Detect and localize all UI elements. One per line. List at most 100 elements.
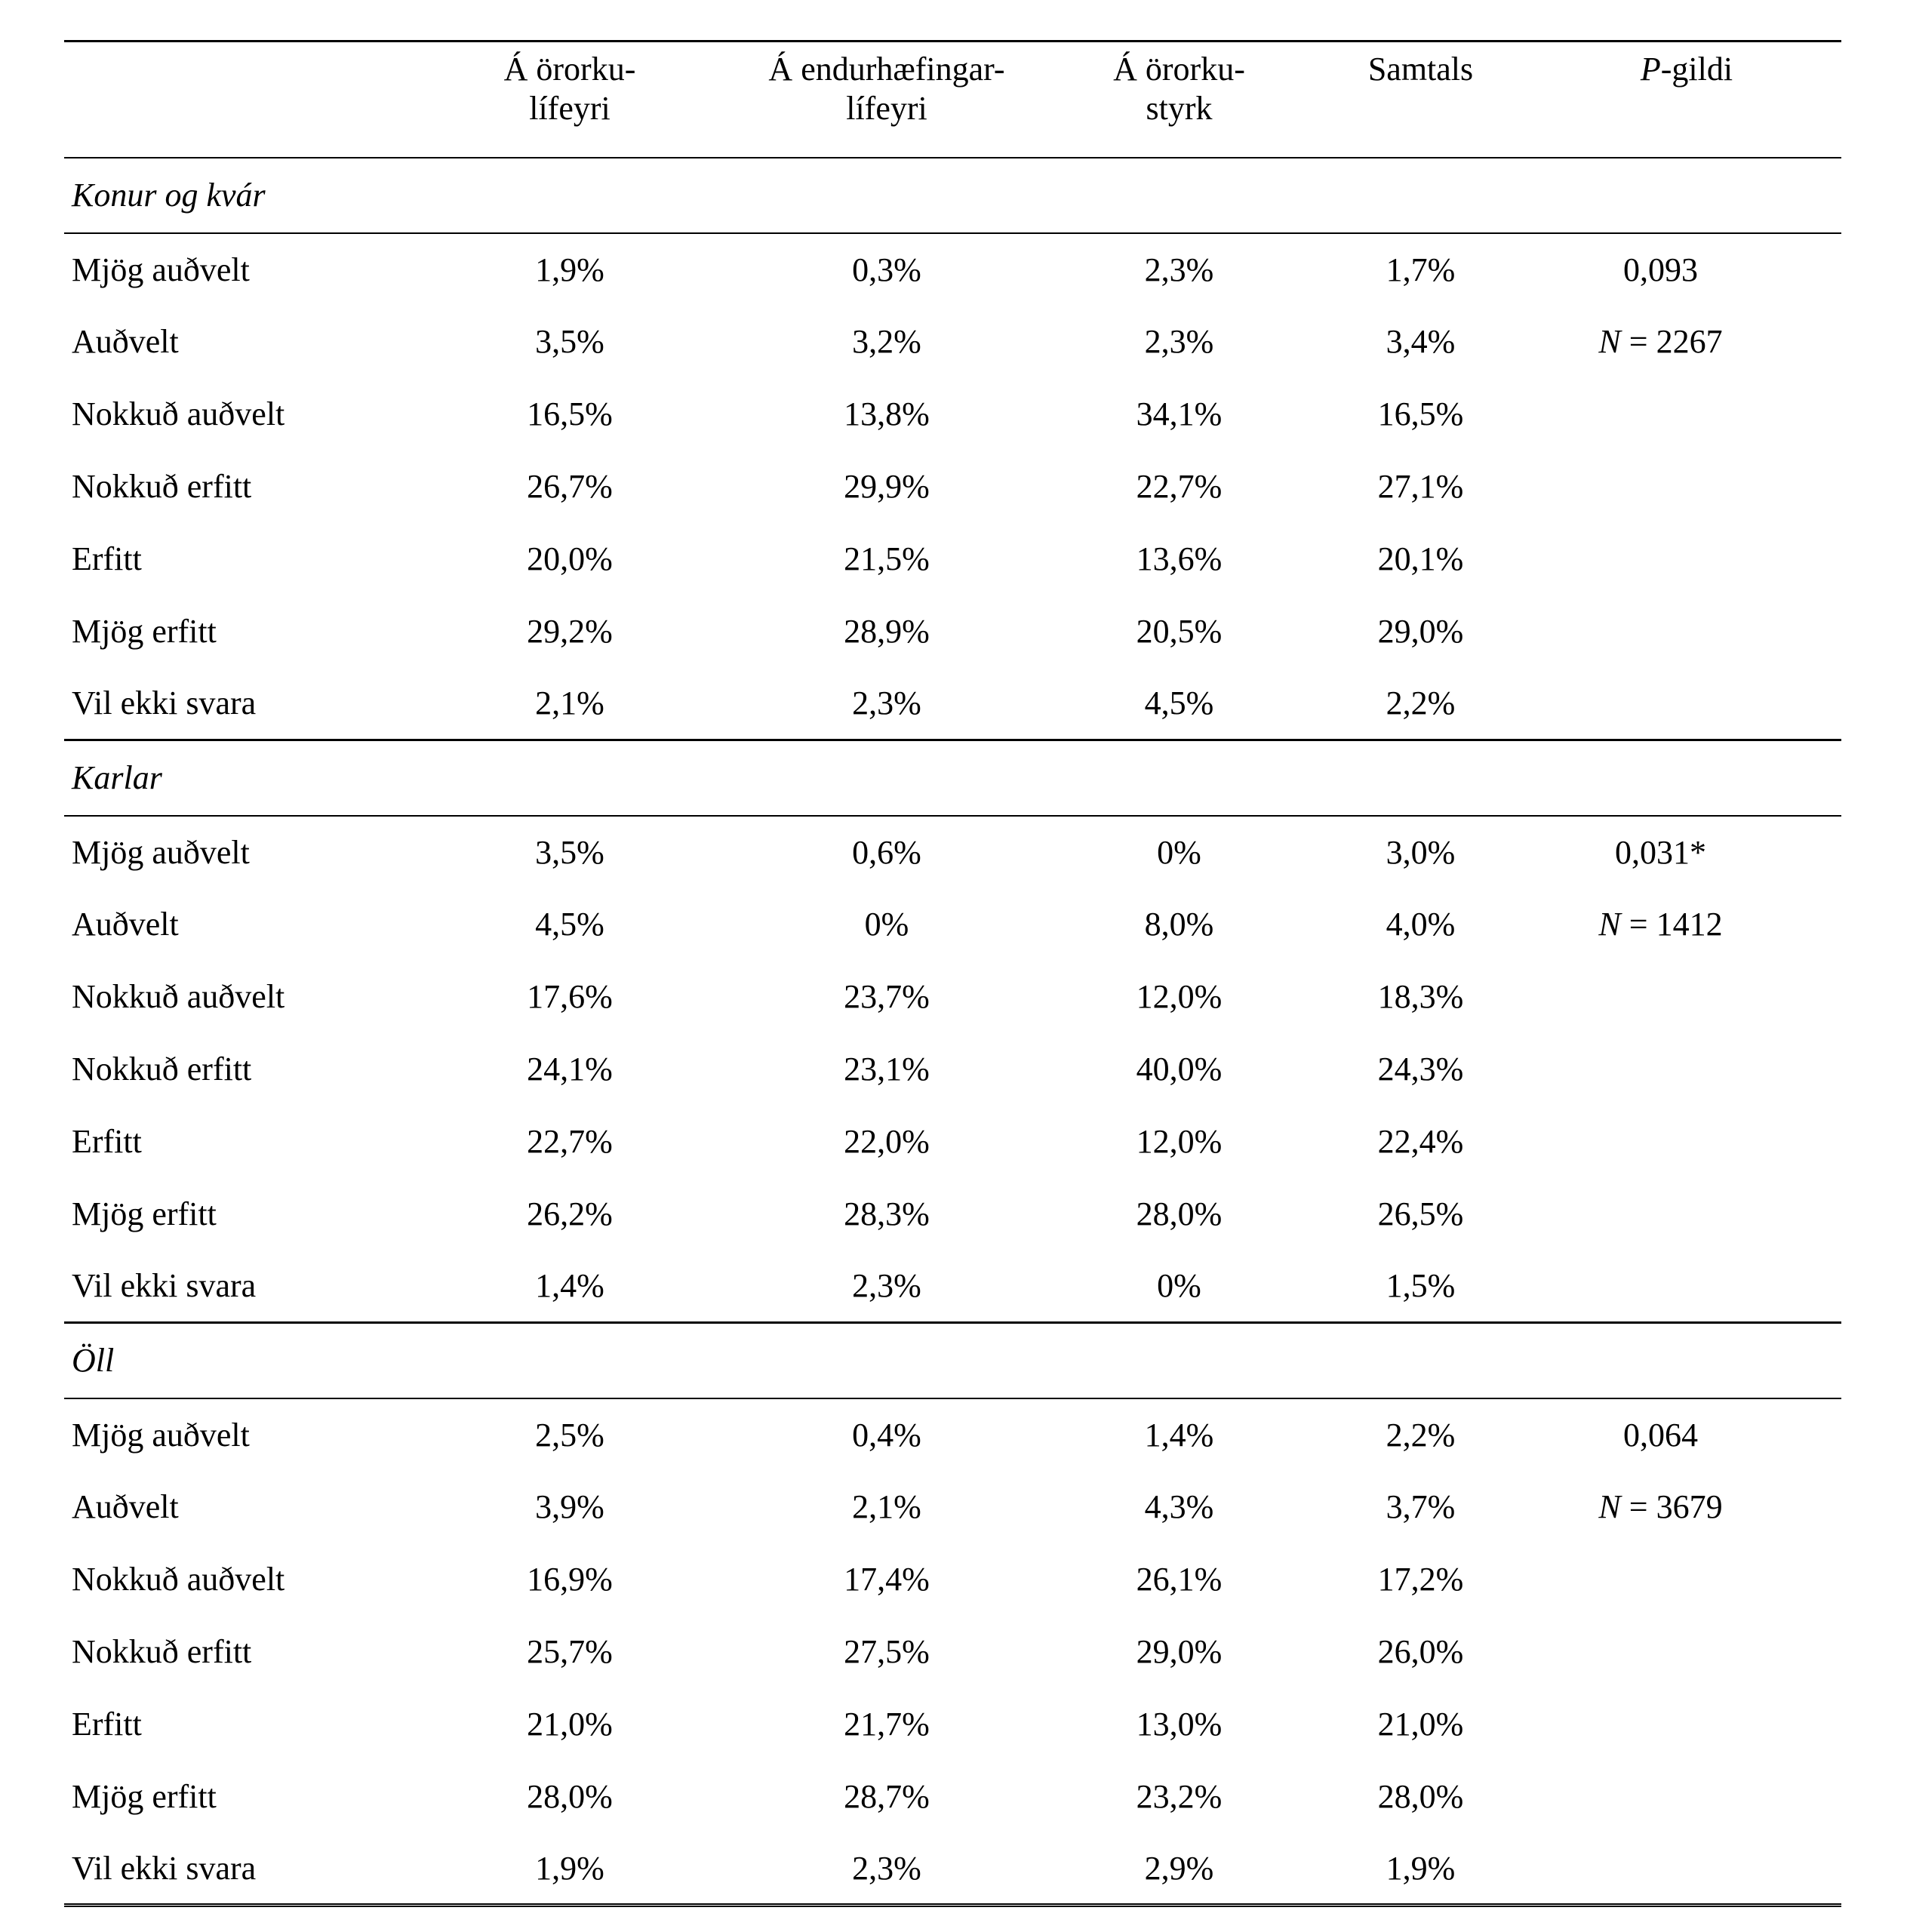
value-cell: 18,3%: [1377, 978, 1464, 1015]
table-row: Erfitt 22,7% 22,0% 12,0% 22,4%: [64, 1106, 1841, 1178]
value-cell: 20,1%: [1377, 540, 1464, 577]
value-cell: 13,0%: [1136, 1706, 1223, 1743]
value-cell: 16,5%: [1377, 395, 1464, 432]
value-cell: 29,9%: [844, 468, 930, 505]
p-gildi-suffix: -gildi: [1660, 51, 1733, 88]
header-col2-line2: lífeyri: [846, 90, 927, 127]
p-value-cell: [1532, 668, 1841, 740]
p-value-cell: 0,031*: [1615, 833, 1706, 871]
value-cell: 0,3%: [852, 251, 921, 288]
p-value-cell: [1532, 1251, 1841, 1323]
row-label: Mjög erfitt: [72, 613, 217, 650]
value-cell: 2,3%: [1144, 323, 1214, 360]
value-cell: 16,9%: [527, 1561, 613, 1598]
row-label: Vil ekki svara: [64, 1832, 415, 1907]
value-cell: 1,7%: [1386, 251, 1456, 288]
section-title: Konur og kvár: [64, 157, 1841, 234]
value-cell: 22,7%: [1136, 468, 1223, 505]
header-col-endurhaefingarlifeyri: Á endurhæfingar- lífeyri: [724, 40, 1049, 158]
value-cell: 27,1%: [1377, 468, 1464, 505]
value-cell: 3,4%: [1386, 323, 1456, 360]
value-cell: 40,0%: [1136, 1051, 1223, 1088]
table-row: Nokkuð auðvelt 16,5% 13,8% 34,1% 16,5%: [64, 378, 1841, 451]
p-symbol: P: [1640, 51, 1661, 88]
value-cell: 13,8%: [844, 395, 930, 432]
value-cell: 3,2%: [852, 323, 921, 360]
n-count: = 2267: [1620, 323, 1723, 360]
table-row: Nokkuð erfitt 24,1% 23,1% 40,0% 24,3%: [64, 1033, 1841, 1106]
table-row: Mjög auðvelt 1,9% 0,3% 2,3% 1,7% 0,093: [64, 233, 1841, 306]
table-row: Vil ekki svara 2,1% 2,3% 4,5% 2,2%: [64, 668, 1841, 740]
table-row: Nokkuð auðvelt 17,6% 23,7% 12,0% 18,3%: [64, 961, 1841, 1033]
table-body: Konur og kvár Mjög auðvelt 1,9% 0,3% 2,3% 1,7…: [64, 157, 1841, 1907]
p-value-cell: [1532, 523, 1841, 595]
p-value-cell: [1532, 1033, 1841, 1106]
table-row: Erfitt 20,0% 21,5% 13,6% 20,1%: [64, 523, 1841, 595]
p-value-cell: [1532, 451, 1841, 523]
header-label-column: [64, 40, 415, 158]
header-col1-line1: Á örorku-: [503, 51, 636, 88]
table-row: Mjög erfitt 28,0% 28,7% 23,2% 28,0%: [64, 1761, 1841, 1833]
value-cell: 2,3%: [1144, 251, 1214, 288]
value-cell: 26,0%: [1377, 1633, 1464, 1670]
value-cell: 22,7%: [527, 1123, 613, 1160]
survey-results-table: Á örorku- lífeyri Á endurhæfingar- lífey…: [64, 40, 1841, 1907]
row-label: Auðvelt: [72, 1488, 179, 1525]
value-cell: 4,5%: [1144, 685, 1214, 722]
p-value-cell: [1532, 1832, 1841, 1907]
section-title: Karlar: [64, 739, 1841, 817]
row-label: Nokkuð auðvelt: [72, 1561, 285, 1598]
p-value-cell: N = 2267: [1532, 306, 1841, 378]
value-cell: 3,5%: [535, 833, 604, 871]
value-cell: 29,2%: [527, 613, 613, 650]
value-cell: 21,0%: [527, 1706, 613, 1743]
header-col-samtals: Samtals: [1309, 40, 1532, 158]
value-cell: 3,7%: [1386, 1488, 1456, 1525]
p-value-cell: 0,064: [1623, 1416, 1698, 1454]
n-count: = 1412: [1620, 906, 1723, 943]
row-label: Nokkuð erfitt: [72, 468, 252, 505]
header-col-p-gildi: P-gildi: [1532, 40, 1841, 158]
table-row: Auðvelt 3,9% 2,1% 4,3% 3,7% N = 3679: [64, 1471, 1841, 1543]
value-cell: 21,0%: [1377, 1706, 1464, 1743]
value-cell: 2,1%: [852, 1488, 921, 1525]
row-label: Nokkuð erfitt: [72, 1051, 252, 1088]
value-cell: 4,3%: [1144, 1488, 1214, 1525]
table-row: Nokkuð auðvelt 16,9% 17,4% 26,1% 17,2%: [64, 1543, 1841, 1616]
value-cell: 2,3%: [852, 685, 921, 722]
value-cell: 27,5%: [844, 1633, 930, 1670]
row-label: Auðvelt: [72, 323, 179, 360]
value-cell: 1,9%: [1309, 1832, 1532, 1907]
row-label: Mjög auðvelt: [72, 833, 250, 871]
value-cell: 0,6%: [852, 833, 921, 871]
row-label: Mjög erfitt: [72, 1195, 217, 1232]
value-cell: 0%: [1157, 1267, 1201, 1305]
value-cell: 22,0%: [844, 1123, 930, 1160]
table-row: Auðvelt 3,5% 3,2% 2,3% 3,4% N = 2267: [64, 306, 1841, 378]
row-label: Nokkuð erfitt: [72, 1633, 252, 1670]
value-cell: 28,0%: [527, 1778, 613, 1815]
value-cell: 1,4%: [535, 1267, 604, 1305]
value-cell: 23,7%: [844, 978, 930, 1015]
value-cell: 4,5%: [535, 906, 604, 943]
p-value-cell: [1532, 378, 1841, 451]
header-col3-line2: styrk: [1146, 90, 1213, 127]
value-cell: 4,0%: [1386, 906, 1456, 943]
p-value-cell: [1532, 1106, 1841, 1178]
section-header-row: Öll: [64, 1321, 1841, 1399]
value-cell: 3,5%: [535, 323, 604, 360]
value-cell: 1,9%: [535, 251, 604, 288]
value-cell: 34,1%: [1136, 395, 1223, 432]
row-label: Erfitt: [72, 1123, 142, 1160]
value-cell: 17,2%: [1377, 1561, 1464, 1598]
value-cell: 23,1%: [844, 1051, 930, 1088]
value-cell: 3,0%: [1386, 833, 1456, 871]
table-row: Nokkuð erfitt 26,7% 29,9% 22,7% 27,1%: [64, 451, 1841, 523]
table-row: Mjög erfitt 29,2% 28,9% 20,5% 29,0%: [64, 595, 1841, 668]
value-cell: 23,2%: [1136, 1778, 1223, 1815]
n-symbol: N: [1598, 323, 1621, 360]
header-col-ororkustyrk: Á örorku- styrk: [1049, 40, 1309, 158]
value-cell: 1,4%: [1144, 1416, 1214, 1454]
value-cell: 17,4%: [844, 1561, 930, 1598]
